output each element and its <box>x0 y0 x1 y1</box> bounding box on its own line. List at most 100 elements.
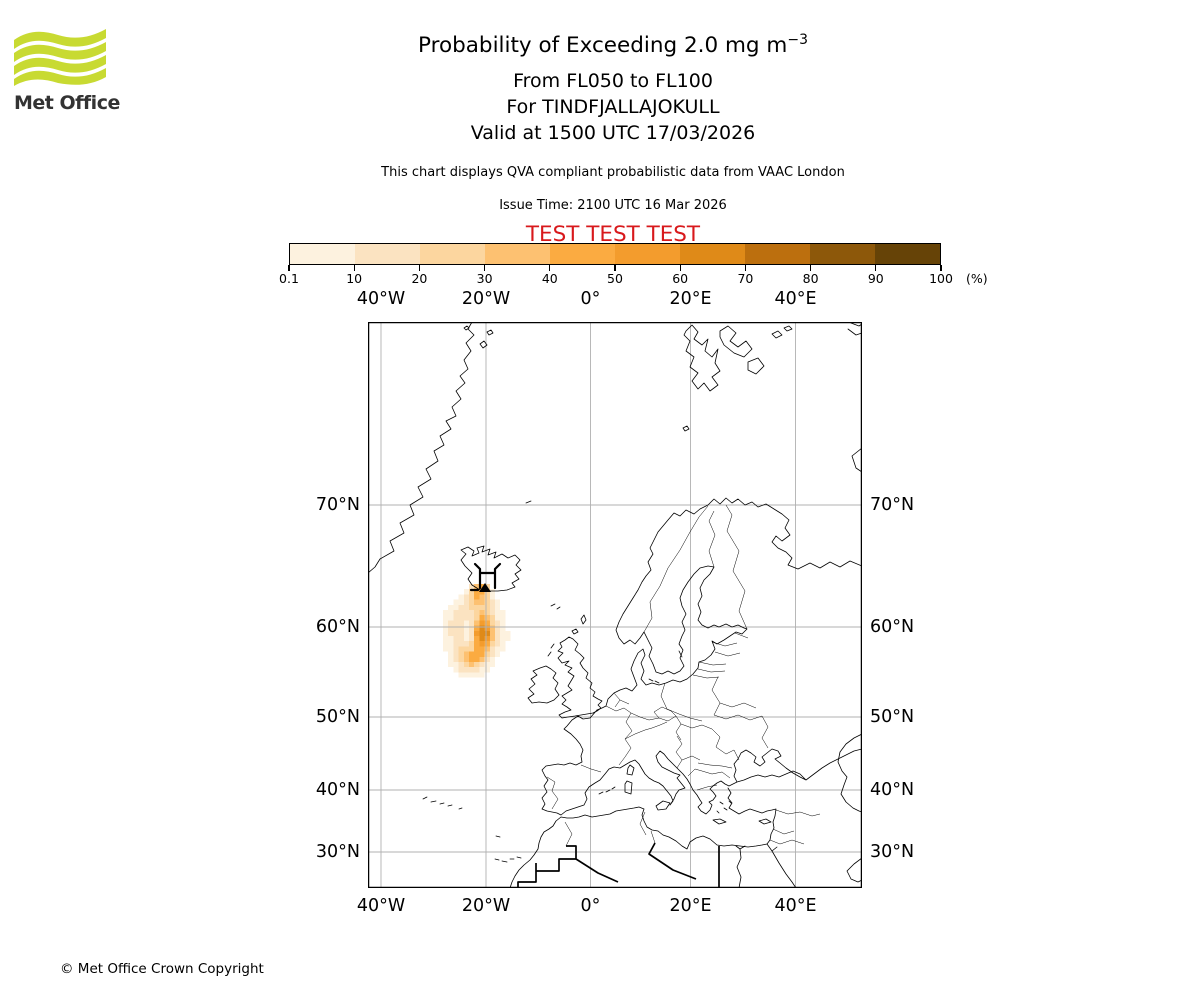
plume-cell <box>458 672 464 678</box>
colorbar-tick-mark <box>614 265 616 271</box>
plume-cell <box>479 656 485 662</box>
x-tick-top-3: 20°E <box>669 289 712 309</box>
plume-cell <box>479 610 485 616</box>
coastline-uk-ireland <box>527 603 603 719</box>
plume-cell <box>484 604 490 610</box>
plume-cell <box>484 630 490 636</box>
plume-cell <box>489 610 495 616</box>
plume-cell <box>484 641 490 647</box>
plume-cell <box>484 646 490 652</box>
plume-cell <box>469 620 475 626</box>
y-tick-left-4: 30°N <box>315 842 360 862</box>
colorbar-segment-2 <box>420 244 485 264</box>
plume-cell <box>489 625 495 631</box>
plume-cell <box>458 615 464 621</box>
plume-cell <box>463 589 469 595</box>
plume-cell <box>453 641 459 647</box>
plume-cell <box>484 656 490 662</box>
plume-cell <box>474 630 480 636</box>
plume-cell <box>469 630 475 636</box>
plume-cell <box>463 625 469 631</box>
colorbar-tick-mark <box>940 265 942 271</box>
plume-cell <box>489 589 495 595</box>
y-tick-left-2: 50°N <box>315 707 360 727</box>
plume-cell <box>463 604 469 610</box>
plume-cell <box>495 615 501 621</box>
plume-cell <box>489 630 495 636</box>
colorbar-segment-0 <box>290 244 355 264</box>
plume-cell <box>448 662 454 668</box>
plume-cell <box>505 636 511 642</box>
colorbar-tick-mark <box>810 265 812 271</box>
plume-cell <box>463 662 469 668</box>
plume-cell <box>458 667 464 673</box>
plume-cell <box>489 615 495 621</box>
plume-cell <box>489 594 495 600</box>
colorbar-segment-3 <box>485 244 550 264</box>
y-tick-left-0: 70°N <box>315 495 360 515</box>
x-tick-top-2: 0° <box>580 289 601 309</box>
plume-cell <box>495 599 501 605</box>
coastline-greenland <box>368 322 532 574</box>
x-tick-bottom-0: 40°W <box>356 896 406 916</box>
plume-cell <box>479 667 485 673</box>
plume-cell <box>474 604 480 610</box>
plume-cell <box>474 667 480 673</box>
plume-cell <box>469 651 475 657</box>
plume-cell <box>469 636 475 642</box>
plume-cell <box>443 630 449 636</box>
met-office-logo-text: Met Office <box>14 92 120 114</box>
plume-cell <box>458 651 464 657</box>
plume-cell <box>479 625 485 631</box>
y-tick-right-1: 60°N <box>870 617 915 637</box>
plume-cell <box>453 610 459 616</box>
colorbar-tick-mark <box>875 265 877 271</box>
plume-cell <box>474 594 480 600</box>
plume-cell <box>469 641 475 647</box>
plume-cell <box>453 625 459 631</box>
x-tick-top-4: 40°E <box>774 289 817 309</box>
plume-cell <box>474 651 480 657</box>
plume-cell <box>469 615 475 621</box>
plume-cell <box>500 625 506 631</box>
plume-cell <box>484 615 490 621</box>
subtitle-volcano: For TINDFJALLAJOKULL <box>506 96 720 119</box>
plume-cell <box>448 641 454 647</box>
africa-thick-borders <box>517 842 720 888</box>
plume-cell <box>463 646 469 652</box>
plume-cell <box>484 636 490 642</box>
plume-cell <box>474 641 480 647</box>
plume-cell <box>474 646 480 652</box>
y-tick-left-1: 60°N <box>315 617 360 637</box>
issue-time: Issue Time: 2100 UTC 16 Mar 2026 <box>499 198 727 214</box>
plume-cell <box>489 651 495 657</box>
colorbar-tick-mark <box>679 265 681 271</box>
colorbar-tick-label: 60 <box>672 271 689 286</box>
plume-cell <box>495 604 501 610</box>
plume-cell <box>453 615 459 621</box>
plume-cell <box>489 646 495 652</box>
colorbar-unit-label: (%) <box>966 271 988 286</box>
plume-cell <box>453 630 459 636</box>
plume-cell <box>463 620 469 626</box>
map-canvas <box>368 322 862 888</box>
x-tick-top-1: 20°W <box>461 289 511 309</box>
plume-cell <box>458 662 464 668</box>
plume-cell <box>443 620 449 626</box>
colorbar-tick-mark <box>744 265 746 271</box>
probability-colorbar <box>289 243 941 265</box>
plume-cell <box>469 584 475 590</box>
plume-cell <box>484 594 490 600</box>
y-tick-right-2: 50°N <box>870 707 915 727</box>
plume-cell <box>458 599 464 605</box>
plume-cell <box>463 594 469 600</box>
plume-cell <box>479 615 485 621</box>
plume-cell <box>453 636 459 642</box>
plume-cell <box>495 646 501 652</box>
plume-cell <box>458 625 464 631</box>
colorbar-tick-mark <box>288 265 290 271</box>
plume-cell <box>458 620 464 626</box>
y-tick-right-0: 70°N <box>870 495 915 515</box>
plume-cell <box>505 630 511 636</box>
